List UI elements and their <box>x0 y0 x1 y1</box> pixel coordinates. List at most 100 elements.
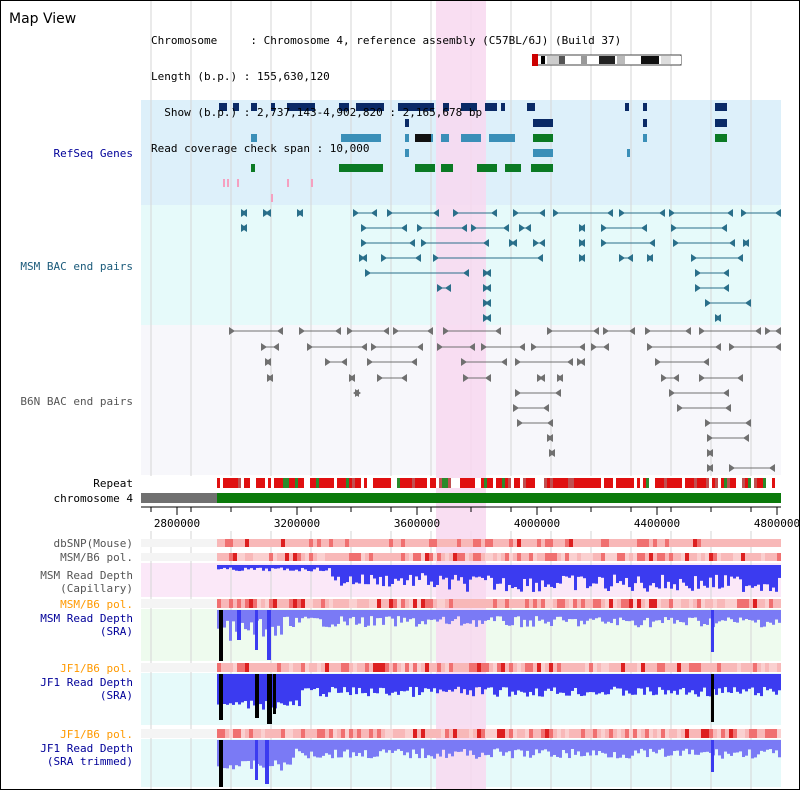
pol-cell <box>541 599 545 608</box>
read-depth-bar <box>556 565 559 583</box>
read-depth-bar <box>316 610 319 619</box>
read-depth-bar <box>772 740 775 754</box>
pol-cell <box>693 599 697 608</box>
pol-cell <box>377 539 381 547</box>
read-depth-bar <box>550 610 553 626</box>
pol-cell <box>745 729 749 738</box>
repeat-segment <box>328 478 331 488</box>
read-depth-bar <box>646 740 649 758</box>
pol-cell <box>501 663 505 672</box>
pol-cell <box>341 599 345 608</box>
repeat-segment <box>520 478 523 488</box>
pol-cell <box>625 729 629 738</box>
pol-cell <box>349 729 353 738</box>
repeat-segment <box>712 478 715 488</box>
pol-cell <box>621 539 625 547</box>
read-depth-bar <box>253 610 256 635</box>
read-depth-bar <box>760 674 763 697</box>
read-depth-bar <box>613 565 616 575</box>
read-depth-bar <box>670 565 673 589</box>
read-depth-bar <box>466 610 469 624</box>
read-depth-bar <box>709 565 712 578</box>
pol-cell <box>441 729 445 738</box>
read-depth-bar <box>418 740 421 759</box>
read-depth-bar <box>220 565 223 569</box>
read-depth-bar <box>589 610 592 619</box>
read-depth-bar <box>445 610 448 624</box>
read-depth-bar <box>625 740 628 758</box>
pol-cell <box>573 553 577 561</box>
pol-cell <box>229 599 233 608</box>
pol-cell <box>721 729 725 738</box>
refseq-gene <box>339 164 383 172</box>
pol-cell <box>293 539 297 547</box>
read-depth-bar <box>724 674 727 688</box>
pol-cell <box>261 553 265 561</box>
read-depth-spike <box>267 610 271 660</box>
pol-cell <box>301 729 305 738</box>
read-depth-bar <box>703 674 706 688</box>
read-depth-bar <box>358 674 361 688</box>
read-depth-bar <box>238 674 241 705</box>
pol-cell <box>549 553 553 561</box>
read-depth-bar <box>544 565 547 587</box>
repeat-segment <box>502 478 505 488</box>
pol-cell <box>349 599 353 608</box>
read-depth-bar <box>271 674 274 708</box>
pol-cell <box>457 539 461 547</box>
read-depth-bar <box>598 740 601 752</box>
read-depth-bar <box>559 610 562 617</box>
read-depth-bar <box>736 674 739 692</box>
read-depth-bar <box>484 740 487 756</box>
repeat-segment <box>742 478 745 488</box>
pol-cell <box>637 663 641 672</box>
pol-cell <box>465 539 469 547</box>
pol-cell <box>521 729 525 738</box>
b6n-bac-pair-end <box>723 389 729 397</box>
pol-cell <box>633 729 637 738</box>
pol-cell <box>525 553 529 561</box>
pol-cell <box>445 539 449 547</box>
pol-cell <box>689 553 693 561</box>
read-depth-bar <box>520 565 523 592</box>
refseq-gene <box>251 134 257 142</box>
pol-strip-empty <box>141 663 217 672</box>
pol-cell <box>269 553 273 561</box>
pol-cell <box>585 729 589 738</box>
pol-cell <box>473 553 477 561</box>
pol-cell <box>709 729 713 738</box>
pol-strip-empty <box>141 539 217 547</box>
repeat-segment <box>253 478 256 488</box>
pol-cell <box>457 729 461 738</box>
msm-bac-pair-end <box>417 224 423 232</box>
read-depth-bar <box>745 610 748 619</box>
msm-bac-pair-end <box>387 209 393 217</box>
read-depth-bar <box>721 740 724 759</box>
repeat-segment <box>550 478 553 488</box>
repeat-segment <box>241 478 244 488</box>
pol-cell <box>369 599 373 608</box>
msm-bac-pair-end <box>361 254 367 262</box>
msm-bac-pair-end <box>741 209 747 217</box>
refseq-gene <box>505 164 521 172</box>
pol-cell <box>645 553 649 561</box>
read-depth-bar <box>526 610 529 627</box>
b6n-bac-pair-end <box>729 343 735 351</box>
msm-bac-pair-end <box>743 239 749 247</box>
pol-cell <box>581 663 585 672</box>
read-depth-bar <box>754 674 757 696</box>
read-depth-bar <box>523 674 526 693</box>
pol-cell <box>477 599 481 608</box>
read-depth-bar <box>295 565 298 570</box>
read-depth-bar <box>571 610 574 620</box>
read-depth-bar <box>733 674 736 688</box>
read-depth-bar <box>349 740 352 758</box>
read-depth-bar <box>769 565 772 592</box>
pol-cell <box>645 599 649 608</box>
repeat-segment <box>478 478 481 488</box>
pol-cell <box>521 553 525 561</box>
pol-cell <box>337 599 341 608</box>
read-depth-bar <box>457 674 460 687</box>
read-depth-bar <box>397 610 400 617</box>
msm-bac-pair-end <box>433 254 439 262</box>
